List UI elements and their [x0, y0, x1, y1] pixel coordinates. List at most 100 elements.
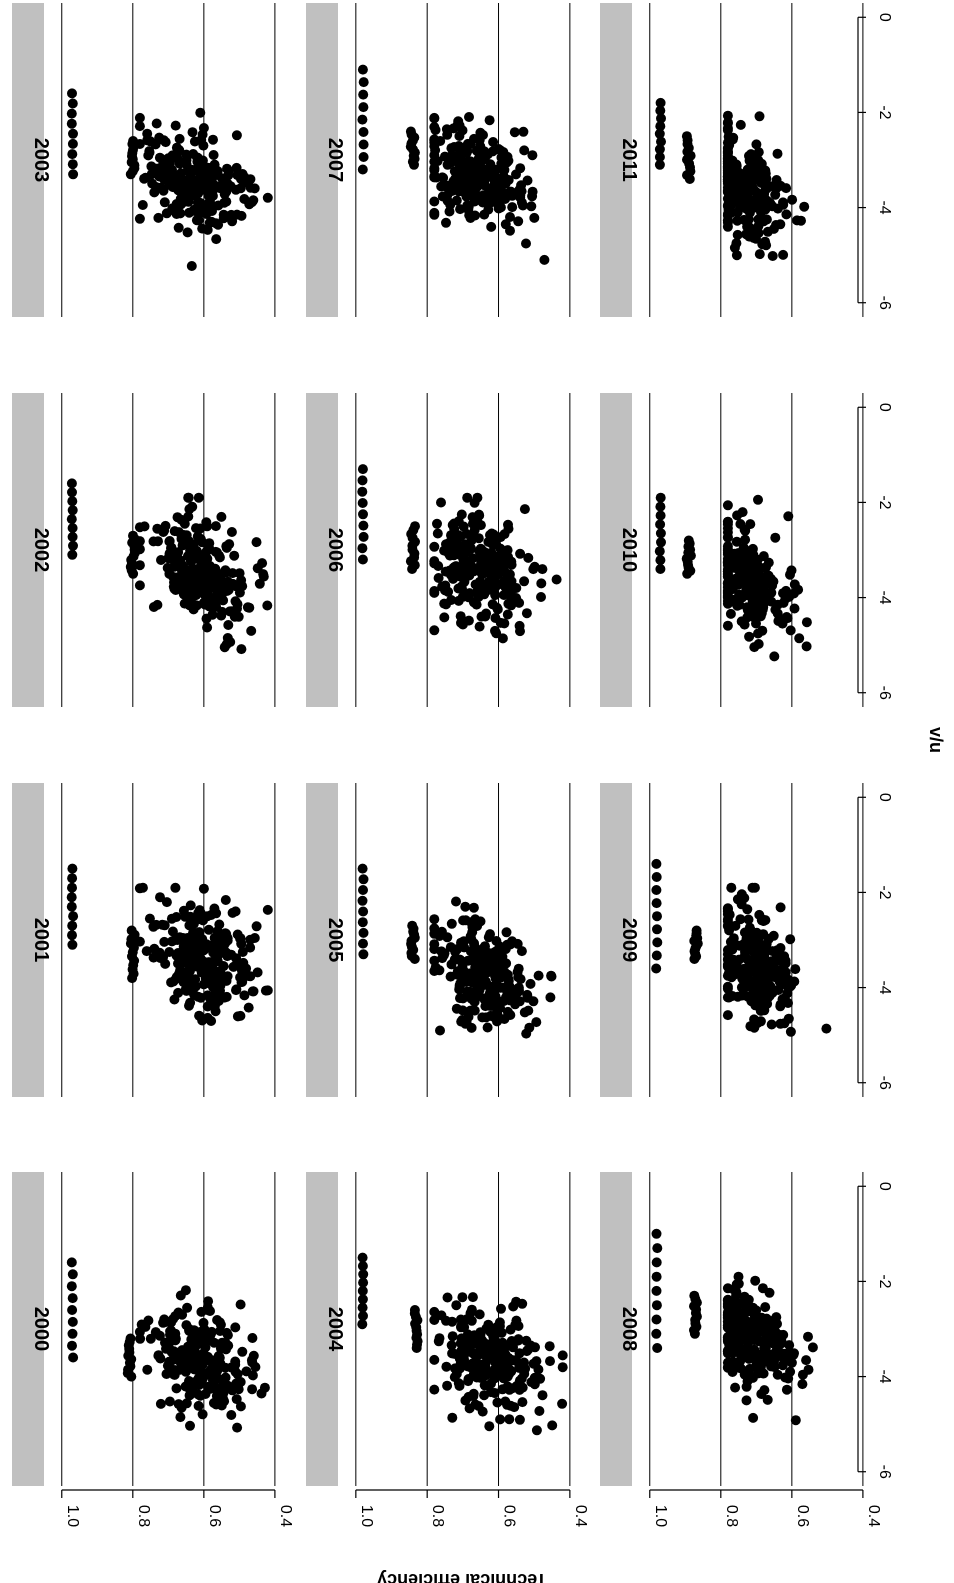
data-point: [514, 1384, 525, 1395]
data-point: [722, 123, 733, 134]
data-point: [216, 1400, 227, 1411]
y-tick-label: 1.0: [652, 1505, 669, 1527]
data-point: [785, 625, 796, 636]
data-point: [237, 1346, 248, 1357]
data-point: [544, 1341, 555, 1352]
data-point: [68, 169, 79, 180]
data-point: [202, 622, 213, 633]
data-point: [781, 209, 792, 220]
data-point: [241, 1366, 252, 1377]
data-point: [784, 1340, 795, 1351]
data-point: [474, 621, 485, 632]
data-point: [734, 167, 745, 178]
data-point: [221, 541, 232, 552]
data-point: [489, 531, 500, 542]
data-point: [161, 897, 172, 908]
data-point: [485, 929, 495, 940]
data-point: [495, 982, 506, 993]
data-point: [730, 1382, 741, 1393]
data-point: [655, 105, 666, 116]
data-point: [167, 926, 178, 937]
data-point: [134, 112, 145, 123]
data-point: [742, 221, 753, 232]
data-point: [505, 225, 515, 236]
data-point: [158, 135, 169, 146]
data-point: [785, 934, 796, 945]
data-point: [761, 214, 772, 225]
data-point: [754, 249, 765, 260]
data-point: [508, 1301, 519, 1312]
data-point: [651, 1228, 662, 1239]
data-point: [769, 651, 780, 662]
data-point: [201, 209, 212, 219]
data-point: [539, 254, 550, 265]
data-point: [184, 947, 195, 958]
data-point: [474, 1334, 485, 1345]
data-point: [189, 990, 200, 1000]
data-point: [67, 549, 78, 560]
data-point: [160, 520, 171, 531]
data-point: [227, 568, 238, 579]
data-point: [722, 519, 733, 530]
data-point: [218, 213, 229, 224]
data-point: [160, 159, 171, 170]
data-point: [762, 993, 773, 1004]
data-point: [527, 150, 538, 161]
data-point: [67, 1328, 78, 1339]
data-point: [176, 1362, 187, 1373]
strip-2009: [600, 783, 632, 1097]
data-point: [134, 536, 145, 547]
strip-label-2006: 2006: [324, 528, 346, 573]
data-point: [248, 1350, 259, 1361]
data-point: [769, 1362, 780, 1373]
data-point: [511, 169, 521, 180]
data-point: [750, 994, 760, 1005]
data-point: [143, 150, 154, 161]
strip-label-2005: 2005: [324, 918, 346, 963]
data-point: [457, 961, 468, 972]
data-point: [790, 1415, 801, 1426]
data-point: [203, 924, 214, 935]
data-point: [358, 949, 369, 960]
data-point: [784, 591, 795, 602]
data-point: [447, 1331, 458, 1342]
data-point: [780, 979, 791, 990]
data-point: [191, 912, 202, 923]
data-point: [226, 527, 237, 537]
data-point: [755, 1005, 766, 1016]
data-point: [221, 928, 232, 939]
data-point: [476, 611, 487, 622]
data-point: [493, 1345, 504, 1355]
strip-label-2004: 2004: [324, 1307, 346, 1352]
data-point: [501, 927, 512, 938]
data-point: [174, 133, 185, 144]
data-point: [752, 1018, 763, 1029]
data-point: [747, 183, 758, 193]
data-point: [250, 1362, 261, 1372]
x-tick-label: -4: [876, 980, 893, 994]
data-point: [169, 935, 180, 946]
data-point: [773, 1350, 784, 1361]
data-point: [515, 626, 525, 637]
data-point: [410, 521, 420, 532]
data-point: [358, 89, 369, 100]
data-point: [466, 993, 477, 1004]
data-point: [475, 127, 486, 138]
x-tick-label: 0: [876, 403, 893, 412]
data-point: [475, 980, 486, 991]
data-point: [134, 560, 145, 571]
data-point: [490, 973, 501, 984]
data-point: [651, 872, 662, 882]
data-point: [67, 487, 77, 498]
data-point: [722, 596, 733, 606]
data-point: [243, 971, 254, 981]
data-point: [518, 126, 529, 137]
data-point: [195, 574, 206, 585]
data-point: [187, 127, 198, 138]
data-point: [429, 923, 440, 934]
data-point: [739, 619, 750, 630]
data-point: [785, 1026, 796, 1037]
data-point: [783, 511, 794, 522]
data-point: [134, 883, 145, 894]
x-axes: -6 -4 -2 0 -6 -4 -2 0 -6 -4 -2 0 -6 -4 -2 0: [857, 13, 893, 1479]
